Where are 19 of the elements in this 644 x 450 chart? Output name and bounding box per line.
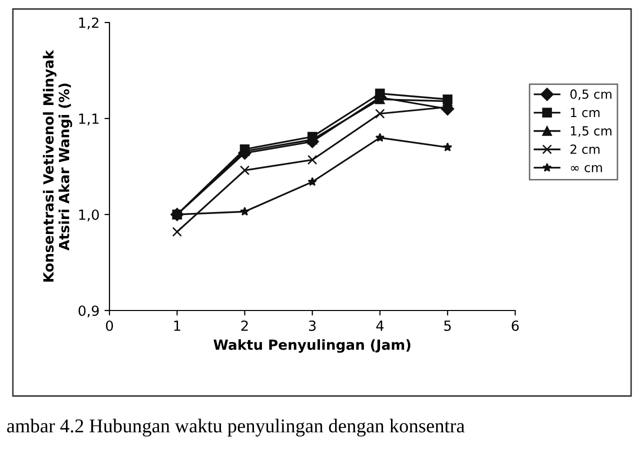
x-tick-label: 4 [376,320,384,331]
legend-label: 1,5 cm [570,126,612,137]
y-tick-label: 1,1 [79,114,98,126]
x-tick-label: 1 [174,320,180,331]
y-tick-label: 0,9 [78,305,99,318]
y-tick-label: 1,2 [79,17,98,30]
x-tick-label: 0 [106,320,113,331]
legend-label: ∞ cm [570,165,602,172]
x-tick-label: 2 [241,320,248,331]
legend-label: 1 cm [570,108,600,118]
x-axis-title: Waktu Penyulingan (Jam) [214,339,410,353]
y-axis-title: Konsentrasi Vetivenol Minyak Atsiri Akar Wangi (%) [42,50,72,282]
x-tick-label: 3 [308,320,316,331]
legend-label: 0,5 cm [570,89,612,100]
text: ambar 4.2 Hubungan waktu penyulingan dengan konsentra [7,418,465,436]
x-tick-label: 5 [444,320,451,331]
legend-label: 2 cm [570,144,600,154]
x-tick-label: 6 [512,320,519,331]
y-tick-label: 1,0 [79,209,99,222]
